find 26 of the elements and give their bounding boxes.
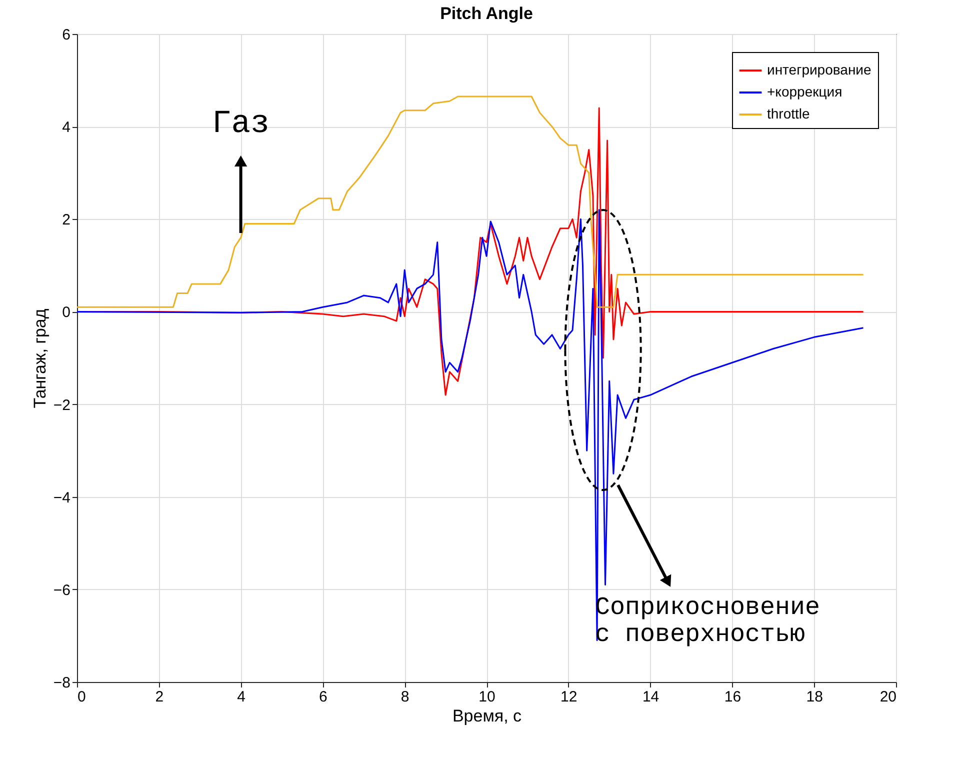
legend-label: интегрирование bbox=[767, 62, 872, 78]
legend-label: +коррекция bbox=[767, 84, 842, 100]
chart-title: Pitch Angle bbox=[440, 4, 533, 23]
x-tick-label: 16 bbox=[724, 688, 742, 706]
y-tick-label: 6 bbox=[62, 26, 70, 44]
x-tick-label: 6 bbox=[319, 688, 328, 706]
y-tick-label: 2 bbox=[62, 212, 70, 229]
x-tick-label: 14 bbox=[642, 688, 660, 706]
x-tick-label: 20 bbox=[880, 688, 896, 706]
annotation: Газ bbox=[212, 105, 270, 142]
x-tick-label: 8 bbox=[400, 688, 410, 706]
x-tick-label: 12 bbox=[560, 688, 578, 706]
y-tick-label: −4 bbox=[53, 489, 70, 506]
x-tick-label: 4 bbox=[237, 688, 246, 706]
y-tick-label: 4 bbox=[62, 119, 70, 136]
x-tick-label: 18 bbox=[806, 688, 823, 706]
x-tick-label: 2 bbox=[155, 688, 164, 706]
x-tick-label: 0 bbox=[78, 688, 86, 706]
x-tick-label: 10 bbox=[478, 688, 496, 706]
y-axis-title: Тангаж, град bbox=[30, 308, 50, 408]
y-tick-label: −6 bbox=[53, 582, 70, 599]
x-axis-title: Время, с bbox=[452, 706, 522, 726]
y-tick-label: −8 bbox=[53, 674, 70, 692]
y-tick-label: −2 bbox=[53, 396, 70, 414]
y-tick-label: 0 bbox=[62, 304, 70, 322]
legend-label: throttle bbox=[767, 106, 810, 122]
